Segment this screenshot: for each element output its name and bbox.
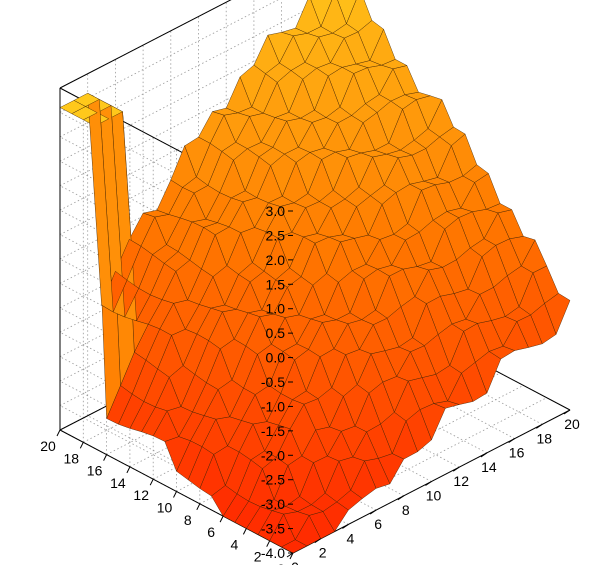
- y-tick-label: 10: [157, 500, 173, 516]
- y-tick-label: 8: [184, 512, 192, 528]
- x-tick-label: 18: [537, 430, 553, 446]
- z-tick-label: -2.5: [261, 472, 285, 488]
- y-tick-label: 4: [231, 536, 239, 552]
- z-tick-label: -2.0: [261, 447, 285, 463]
- z-tick-label: -1.5: [261, 423, 285, 439]
- x-tick-label: 0: [291, 559, 299, 565]
- x-tick-label: 16: [509, 445, 525, 461]
- z-tick-label: 2.5: [266, 227, 286, 243]
- y-tick-label: 18: [64, 450, 80, 466]
- z-tick-label: -1.0: [261, 398, 285, 414]
- z-tick-label: 1.0: [266, 301, 286, 317]
- y-tick-label: 6: [207, 524, 215, 540]
- y-tick-label: 0: [277, 561, 285, 565]
- z-tick-label: 3.0: [266, 203, 286, 219]
- surface-cell: [59, 100, 86, 114]
- z-tick-label: 1.5: [266, 276, 286, 292]
- z-tick-label: 2.0: [266, 252, 286, 268]
- x-tick-label: 12: [453, 473, 469, 489]
- x-tick-label: 14: [481, 459, 497, 475]
- z-tick-label: -3.5: [261, 521, 285, 537]
- x-tick-label: 6: [374, 516, 382, 532]
- y-tick-label: 2: [254, 549, 262, 565]
- y-tick-label: 12: [133, 487, 149, 503]
- surface-mesh: [59, 0, 571, 554]
- z-tick-label: -3.0: [261, 496, 285, 512]
- y-tick-label: 16: [87, 463, 103, 479]
- z-tick-label: -0.5: [261, 374, 285, 390]
- z-tick-label: -4.0: [261, 545, 285, 561]
- x-tick-label: 20: [564, 416, 580, 432]
- x-tick-label: 10: [426, 488, 442, 504]
- z-tick-label: 0.5: [266, 325, 286, 341]
- x-tick-label: 8: [402, 502, 410, 518]
- x-tick-label: 2: [319, 545, 327, 561]
- axis-ticks: 0246810121416182002468101214161820-4.0-3…: [40, 203, 580, 565]
- x-tick-label: 4: [347, 530, 355, 546]
- z-tick-label: 0.0: [266, 350, 286, 366]
- y-tick-label: 14: [110, 475, 126, 491]
- y-tick-label: 20: [40, 438, 56, 454]
